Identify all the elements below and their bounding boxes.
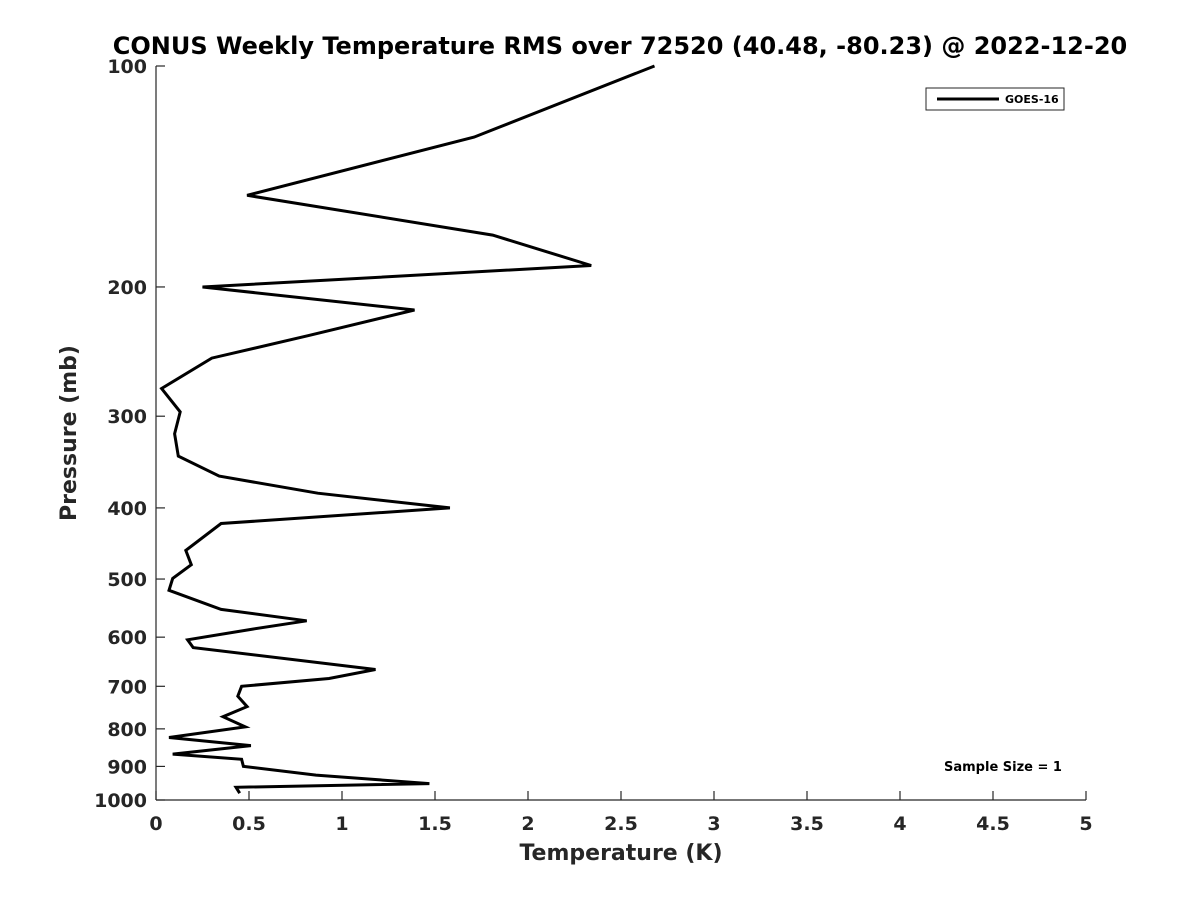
y-tick-label: 100 (107, 56, 147, 78)
y-tick-label: 900 (107, 756, 147, 778)
x-tick-label: 3.5 (790, 813, 824, 835)
y-tick-label: 1000 (94, 790, 147, 812)
x-axis-label: Temperature (K) (519, 841, 722, 866)
legend-entry-goes-16: GOES-16 (1005, 93, 1059, 106)
y-tick-label: 800 (107, 719, 147, 741)
x-tick-label: 0.5 (232, 813, 266, 835)
y-tick-label: 300 (107, 406, 147, 428)
sample-size-annotation: Sample Size = 1 (944, 760, 1062, 775)
y-axis-label: Pressure (mb) (57, 345, 82, 521)
x-tick-label: 1.5 (418, 813, 452, 835)
x-tick-label: 5 (1079, 813, 1092, 835)
x-tick-label: 3 (707, 813, 720, 835)
axes (155, 66, 1086, 801)
x-tick-label: 4.5 (976, 813, 1010, 835)
x-tick-label: 2 (521, 813, 534, 835)
series-layer (159, 64, 656, 794)
x-tick-label: 0 (149, 813, 162, 835)
y-tick-label: 400 (107, 498, 147, 520)
chart-title: CONUS Weekly Temperature RMS over 72520 … (113, 32, 1127, 60)
x-tick-label: 2.5 (604, 813, 638, 835)
y-ticks: 100 200 300 400 500 600 700 800 900 1000 (94, 56, 165, 812)
legend: GOES-16 (925, 87, 1065, 111)
x-ticks: 0 0.5 1 1.5 2 2.5 3 3.5 4 4.5 5 (149, 791, 1093, 835)
y-tick-label: 700 (107, 676, 147, 698)
y-tick-label: 200 (107, 277, 147, 299)
x-tick-label: 4 (893, 813, 906, 835)
x-tick-label: 1 (335, 813, 348, 835)
series-line-goes-16 (159, 64, 656, 794)
y-tick-label: 500 (107, 569, 147, 591)
y-tick-label: 600 (107, 627, 147, 649)
